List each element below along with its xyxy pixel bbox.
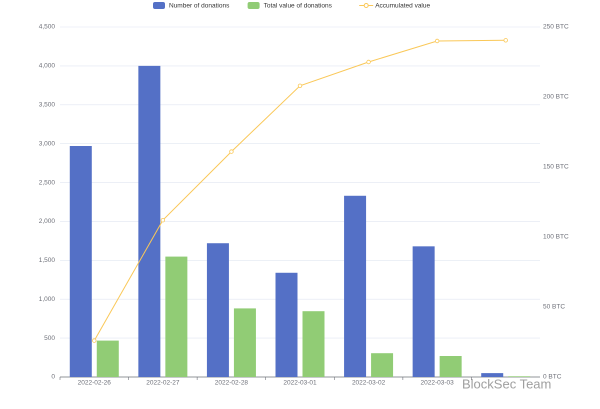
bar [371, 353, 394, 377]
y-tick-label: 3,500 [39, 101, 56, 108]
y2-tick-label: 50 BTC [543, 304, 565, 311]
watermark: BlockSec Team [462, 376, 551, 391]
bar [275, 272, 298, 377]
line-point [297, 83, 303, 88]
line-point [434, 38, 440, 44]
bar [138, 65, 161, 377]
line-point [229, 149, 234, 154]
y-tick-label: 1,000 [39, 296, 56, 303]
y2-tick-label: 250 BTC [543, 24, 569, 31]
x-tick-label: 2022-03-03 [421, 380, 455, 387]
bar [96, 340, 119, 377]
legend-swatch [363, 3, 369, 8]
y-tick-label: 2,500 [39, 179, 56, 186]
bar [165, 256, 188, 377]
x-tick-label: 2022-02-27 [146, 380, 180, 387]
y2-tick-label: 0 BTC [543, 374, 562, 381]
line-point [366, 59, 371, 65]
line-point [160, 217, 166, 223]
line-point [503, 38, 508, 43]
y-tick-label: 3,000 [39, 140, 56, 147]
bar [481, 373, 504, 377]
y2-tick-label: 150 BTC [543, 164, 569, 171]
y-tick-label: 500 [44, 335, 55, 342]
x-tick-label: 2022-02-28 [215, 380, 249, 387]
bar [302, 311, 325, 377]
bar [206, 243, 229, 377]
y-tick-label: 2,000 [39, 218, 56, 225]
bar [344, 195, 367, 377]
legend-label: Accumulated value [375, 3, 430, 10]
y-tick-label: 4,000 [39, 63, 56, 70]
legend: Number of donations Total value of donati… [153, 2, 431, 10]
y2-tick-label: 100 BTC [543, 234, 569, 241]
legend-label: Total value of donations [264, 3, 333, 10]
y2-tick-label: 200 BTC [543, 94, 569, 101]
x-tick-label: 2022-03-01 [283, 380, 317, 387]
bar [508, 376, 531, 377]
legend-swatch [153, 2, 165, 9]
x-tick-label: 2022-03-02 [352, 380, 386, 387]
y-tick-label: 4,500 [39, 24, 56, 31]
x-tick-label: 2022-02-26 [78, 380, 112, 387]
bar [69, 146, 92, 377]
bar [233, 308, 256, 377]
line-point [92, 338, 97, 343]
y-tick-label: 1,500 [39, 257, 56, 264]
legend-swatch [247, 2, 260, 9]
bar [412, 246, 435, 377]
legend-label: Number of donations [169, 3, 230, 10]
y-tick-label: 0 [51, 374, 55, 381]
bar [439, 356, 462, 377]
